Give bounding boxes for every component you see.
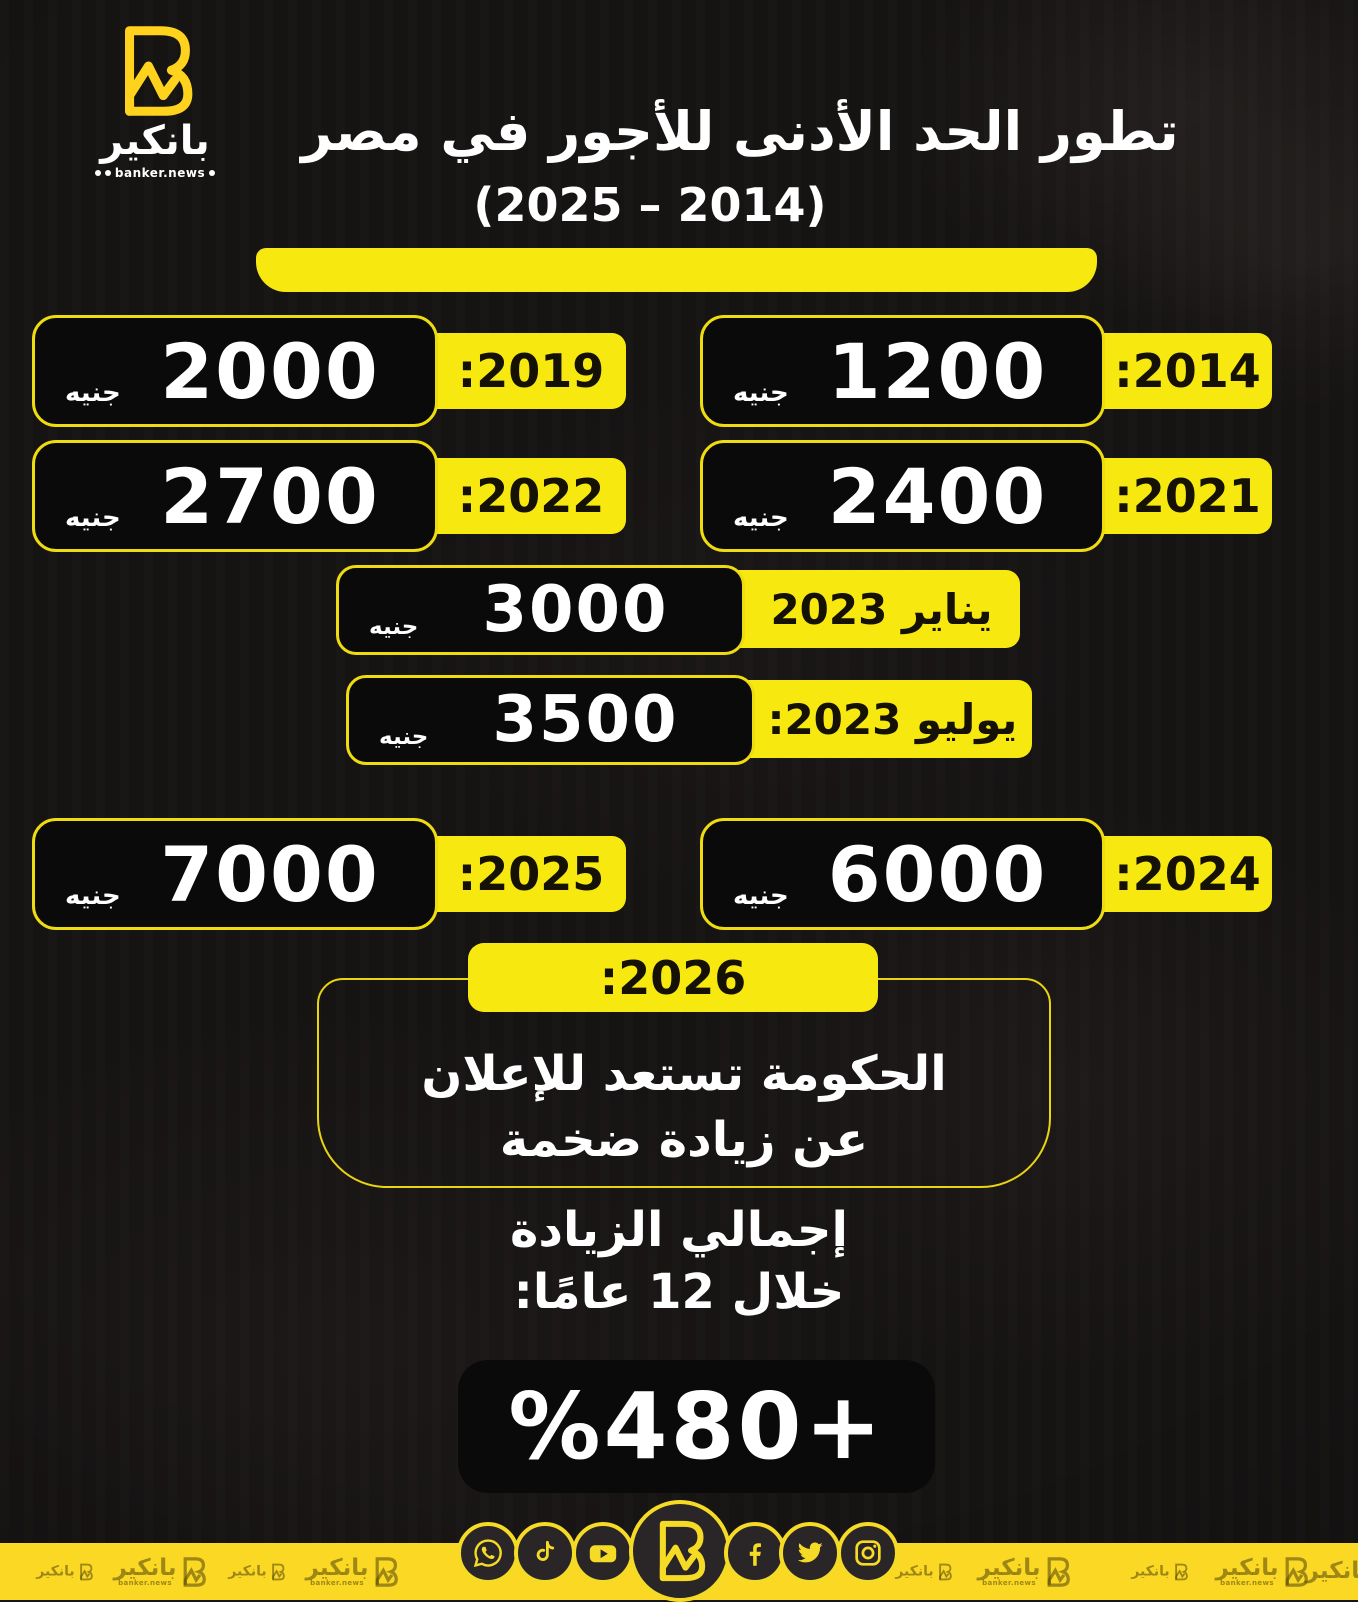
watermark-logo: بانكير banker.news [306, 1556, 399, 1587]
watermark-logo: بانكير banker.news [978, 1556, 1071, 1587]
banker-b-icon [116, 25, 194, 121]
note-2026-box: الحكومة تستعد للإعلان عن زيادة ضخمة [317, 978, 1051, 1188]
month-label-jul-2023: يوليو 2023: [735, 680, 1032, 758]
brand-domain: banker.news [115, 166, 205, 180]
wage-value: 2000 [160, 326, 380, 416]
wage-value: 3500 [492, 683, 679, 757]
wage-pill-2014: 1200 جنيه [700, 315, 1105, 427]
currency-unit: جنيه [733, 378, 789, 408]
dot-icon [209, 170, 216, 176]
wage-pill-2021: 2400 جنيه [700, 440, 1105, 552]
note-2026-line1: الحكومة تستعد للإعلان [421, 1046, 947, 1102]
page-title: تطور الحد الأدنى للأجور في مصر [300, 100, 1180, 163]
total-increase-value: %480+ [508, 1373, 884, 1480]
currency-unit: جنيه [733, 881, 789, 911]
year-label-text: 2014: [1114, 344, 1261, 398]
year-label-text: 2022: [457, 469, 605, 523]
brand-logo: بانكير banker.news [85, 25, 225, 180]
wage-value: 1200 [827, 326, 1048, 416]
title-underline-bar [256, 248, 1097, 292]
year-label-2024: 2024: [1085, 836, 1272, 912]
month-label-jan-2023: يناير 2023 [725, 570, 1020, 648]
watermark-logo: بانكير [36, 1563, 94, 1580]
wage-pill-jan-2023: 3000 جنيه [336, 565, 745, 655]
year-label-2019: 2019: [418, 333, 626, 409]
year-label-text: 2024: [1114, 847, 1261, 901]
year-label-2025: 2025: [418, 836, 626, 912]
currency-unit: جنيه [65, 881, 121, 911]
facebook-icon[interactable] [724, 1522, 786, 1584]
wage-pill-2019: 2000 جنيه [32, 315, 438, 427]
wage-pill-jul-2023: 3500 جنيه [346, 675, 755, 765]
year-label-2022: 2022: [418, 458, 626, 534]
youtube-icon[interactable] [572, 1522, 634, 1584]
watermark-logo: بانكير banker.news [1216, 1556, 1309, 1587]
month-label-text: يوليو 2023: [767, 694, 1018, 744]
watermark-logo: بانكير [228, 1563, 286, 1580]
year-label-text: 2025: [457, 847, 605, 901]
dot-icon [94, 170, 101, 176]
wage-pill-2025: 7000 جنيه [32, 818, 438, 930]
year-label-text: 2019: [457, 344, 605, 398]
currency-unit: جنيه [65, 378, 121, 408]
watermark-logo: بانكير [1131, 1563, 1189, 1580]
year-label-2021: 2021: [1085, 458, 1272, 534]
wage-value: 6000 [827, 829, 1048, 919]
twitter-icon[interactable] [779, 1522, 841, 1584]
wage-value: 2700 [160, 451, 380, 541]
whatsapp-icon[interactable] [457, 1522, 519, 1584]
instagram-icon[interactable] [837, 1522, 899, 1584]
wage-pill-2022: 2700 جنيه [32, 440, 438, 552]
month-label-text: يناير 2023 [770, 584, 993, 634]
year-label-2014: 2014: [1085, 333, 1272, 409]
brand-name: بانكير [100, 121, 210, 161]
wage-value: 7000 [160, 829, 380, 919]
year-label-text: 2021: [1114, 469, 1261, 523]
wage-pill-2024: 6000 جنيه [700, 818, 1105, 930]
watermark-logo: بانكير banker.news [114, 1556, 207, 1587]
currency-unit: جنيه [733, 503, 789, 533]
currency-unit: جنيه [369, 614, 419, 640]
watermark-logo: بانكير [895, 1563, 953, 1580]
summary-line2: خلال 12 عامًا: [0, 1264, 1358, 1320]
watermark-logo: بانكير [1305, 1558, 1358, 1584]
wage-value: 3000 [482, 573, 669, 647]
currency-unit: جنيه [65, 503, 121, 533]
dot-icon [104, 170, 111, 176]
summary-line1: إجمالي الزيادة [0, 1202, 1358, 1258]
banker-logo-icon[interactable] [629, 1500, 731, 1602]
page-subtitle: (2014 – 2025) [300, 178, 1000, 232]
brand-domain-row: banker.news [94, 166, 216, 180]
wage-value: 2400 [827, 451, 1048, 541]
year-label-2026: 2026: [468, 943, 878, 1012]
currency-unit: جنيه [379, 724, 429, 750]
year-label-text: 2026: [599, 950, 747, 1005]
total-increase-box: %480+ [458, 1360, 935, 1493]
tiktok-icon[interactable] [514, 1522, 576, 1584]
note-2026-line2: عن زيادة ضخمة [499, 1112, 869, 1168]
